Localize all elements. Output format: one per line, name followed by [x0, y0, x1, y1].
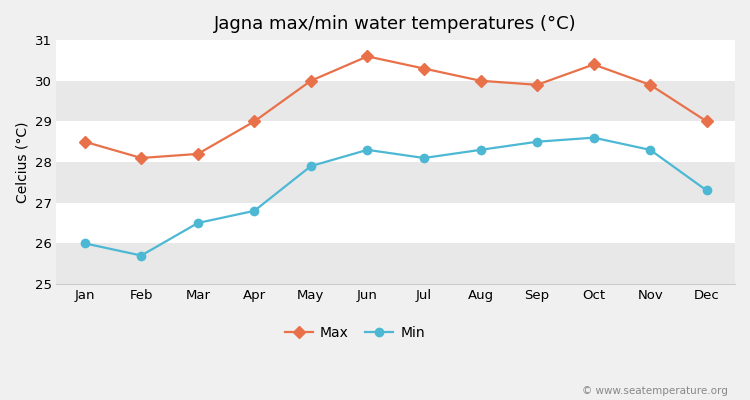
Bar	[56, 162, 735, 203]
Line: Min: Min	[80, 133, 712, 260]
Max	[80, 139, 89, 144]
Max	[646, 82, 655, 87]
Min	[307, 164, 316, 168]
Min	[419, 156, 428, 160]
Min	[80, 241, 89, 246]
Min	[702, 188, 711, 193]
Min	[590, 135, 598, 140]
Min	[250, 208, 259, 213]
Max	[419, 66, 428, 71]
Min	[136, 253, 146, 258]
Max	[363, 54, 372, 59]
Max	[136, 156, 146, 160]
Text: © www.seatemperature.org: © www.seatemperature.org	[582, 386, 728, 396]
Line: Max: Max	[80, 52, 711, 162]
Bar	[56, 40, 735, 81]
Bar	[56, 81, 735, 122]
Min	[194, 221, 202, 226]
Y-axis label: Celcius (°C): Celcius (°C)	[15, 121, 29, 203]
Max	[194, 152, 202, 156]
Max	[307, 78, 316, 83]
Bar	[56, 122, 735, 162]
Max	[532, 82, 542, 87]
Bar	[56, 203, 735, 243]
Min	[476, 148, 485, 152]
Max	[250, 119, 259, 124]
Max	[590, 62, 598, 67]
Min	[646, 148, 655, 152]
Max	[476, 78, 485, 83]
Legend: Max, Min: Max, Min	[280, 320, 430, 345]
Bar	[56, 243, 735, 284]
Max	[702, 119, 711, 124]
Min	[363, 148, 372, 152]
Min	[532, 139, 542, 144]
Title: Jagna max/min water temperatures (°C): Jagna max/min water temperatures (°C)	[214, 15, 577, 33]
